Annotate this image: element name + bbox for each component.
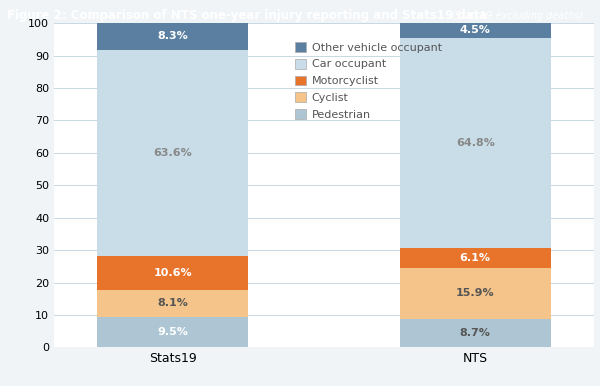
- Text: (Stats19 excluding deaths): (Stats19 excluding deaths): [448, 11, 583, 21]
- Text: 8.3%: 8.3%: [157, 31, 188, 41]
- Text: 63.6%: 63.6%: [154, 148, 192, 158]
- Text: 10.6%: 10.6%: [154, 268, 192, 278]
- Text: 8.1%: 8.1%: [157, 298, 188, 308]
- Bar: [400, 23, 551, 38]
- Bar: [400, 248, 551, 267]
- Bar: [97, 50, 248, 256]
- Text: 4.5%: 4.5%: [460, 25, 491, 36]
- Legend: Other vehicle occupant, Car occupant, Motorcyclist, Cyclist, Pedestrian: Other vehicle occupant, Car occupant, Mo…: [292, 39, 445, 124]
- Text: Figure 2: Comparison of NTS one-year injury reporting and Stats19 data: Figure 2: Comparison of NTS one-year inj…: [7, 9, 488, 22]
- Text: 64.8%: 64.8%: [456, 138, 494, 148]
- Text: 8.7%: 8.7%: [460, 328, 491, 338]
- Text: 9.5%: 9.5%: [157, 327, 188, 337]
- Text: 6.1%: 6.1%: [460, 253, 491, 263]
- Bar: [97, 290, 248, 317]
- Bar: [97, 256, 248, 290]
- Text: 15.9%: 15.9%: [456, 288, 494, 298]
- Bar: [97, 23, 248, 50]
- Bar: [97, 317, 248, 347]
- Bar: [400, 267, 551, 319]
- Bar: [400, 319, 551, 347]
- Bar: [400, 38, 551, 248]
